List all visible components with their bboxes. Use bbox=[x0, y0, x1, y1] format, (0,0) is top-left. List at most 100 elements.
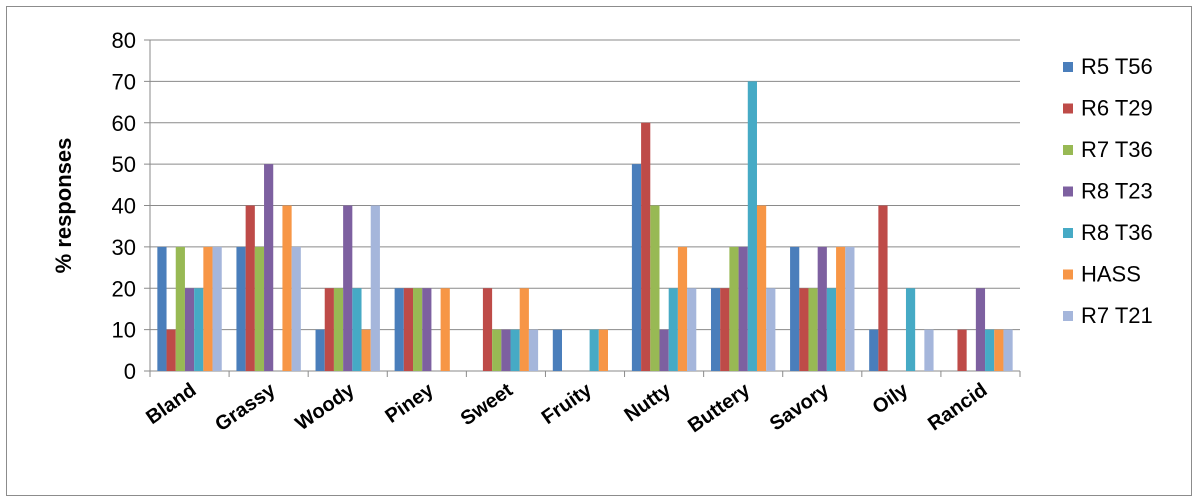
legend-label: R5 T56 bbox=[1081, 54, 1153, 79]
bar-grassy-r6-t29 bbox=[245, 205, 255, 371]
legend-swatch bbox=[1063, 103, 1073, 114]
legend-label: R6 T29 bbox=[1081, 96, 1153, 121]
x-tick-label: Woody bbox=[292, 379, 360, 436]
bar-woody-r7-t21 bbox=[370, 205, 380, 371]
y-axis-label: % responses bbox=[51, 138, 76, 274]
legend-swatch bbox=[1063, 311, 1073, 321]
x-tick-label: Oily bbox=[869, 379, 913, 419]
bar-buttery-r8-t23 bbox=[738, 246, 748, 371]
legend-swatch bbox=[1063, 62, 1073, 72]
legend-label: R7 T21 bbox=[1081, 303, 1153, 328]
bar-fruity-hass bbox=[598, 329, 608, 371]
bar-grassy-r8-t23 bbox=[264, 164, 274, 371]
y-tick-label: 50 bbox=[112, 152, 136, 177]
bar-buttery-r8-t36 bbox=[747, 81, 757, 371]
bar-bland-r5-t56 bbox=[157, 246, 167, 371]
bar-savory-r5-t56 bbox=[790, 246, 800, 371]
bar-woody-r7-t36 bbox=[333, 288, 344, 371]
legend-label: R7 T36 bbox=[1081, 137, 1153, 162]
bar-bland-r8-t23 bbox=[184, 288, 195, 371]
x-tick-label: Savory bbox=[766, 379, 834, 436]
bar-piney-hass bbox=[440, 288, 450, 371]
bar-sweet-r7-t21 bbox=[528, 329, 539, 371]
bar-oily-r8-t36 bbox=[905, 288, 916, 371]
x-tick-label: Sweet bbox=[457, 379, 517, 430]
bar-oily-r5-t56 bbox=[869, 329, 879, 371]
bar-oily-r6-t29 bbox=[878, 205, 888, 371]
bar-woody-hass bbox=[361, 329, 371, 371]
bar-sweet-r8-t36 bbox=[510, 329, 520, 371]
bar-sweet-r8-t23 bbox=[501, 329, 511, 371]
bar-savory-r8-t36 bbox=[826, 288, 837, 371]
legend-swatch bbox=[1063, 228, 1073, 238]
bar-grassy-r7-t21 bbox=[291, 246, 301, 371]
bar-rancid-r8-t23 bbox=[975, 288, 986, 371]
bar-woody-r5-t56 bbox=[315, 329, 325, 371]
y-tick-label: 80 bbox=[112, 28, 136, 53]
bar-bland-r7-t21 bbox=[212, 246, 222, 371]
bar-sweet-hass bbox=[519, 288, 529, 371]
bar-sweet-r7-t36 bbox=[492, 329, 502, 371]
bar-bland-r7-t36 bbox=[175, 246, 185, 371]
bar-rancid-r6-t29 bbox=[957, 329, 967, 371]
y-tick-label: 40 bbox=[112, 194, 136, 219]
bar-buttery-r5-t56 bbox=[710, 288, 721, 371]
bar-buttery-r7-t36 bbox=[729, 246, 739, 371]
x-tick-label: Nutty bbox=[620, 379, 675, 427]
bar-nutty-r6-t29 bbox=[641, 122, 651, 371]
bar-sweet-r6-t29 bbox=[482, 288, 493, 371]
bar-nutty-r8-t23 bbox=[659, 329, 669, 371]
bar-bland-hass bbox=[203, 246, 213, 371]
x-tick-label: Buttery bbox=[684, 379, 755, 438]
bar-savory-hass bbox=[836, 246, 846, 371]
legend-swatch bbox=[1063, 145, 1073, 155]
x-tick-label: Rancid bbox=[924, 379, 991, 435]
bar-savory-r6-t29 bbox=[799, 288, 809, 371]
bar-rancid-r7-t21 bbox=[1003, 329, 1013, 371]
legend-label: HASS bbox=[1081, 262, 1141, 287]
legend-label: R8 T23 bbox=[1081, 179, 1153, 204]
bar-piney-r7-t36 bbox=[413, 288, 423, 371]
bar-bland-r8-t36 bbox=[194, 288, 204, 371]
bar-savory-r8-t23 bbox=[817, 246, 827, 371]
bar-piney-r6-t29 bbox=[403, 288, 414, 371]
bar-woody-r6-t29 bbox=[324, 288, 334, 371]
y-tick-label: 30 bbox=[112, 235, 136, 260]
legend-swatch bbox=[1063, 269, 1073, 280]
bar-nutty-hass bbox=[677, 246, 688, 371]
bar-nutty-r5-t56 bbox=[631, 164, 642, 371]
y-tick-label: 10 bbox=[112, 318, 136, 343]
x-tick-label: Bland bbox=[142, 379, 200, 429]
legend-swatch bbox=[1063, 186, 1073, 197]
bar-grassy-r5-t56 bbox=[236, 246, 246, 371]
bar-buttery-hass bbox=[756, 205, 767, 371]
bar-rancid-hass bbox=[994, 329, 1004, 371]
bar-savory-r7-t21 bbox=[845, 246, 855, 371]
bar-rancid-r8-t36 bbox=[985, 329, 995, 371]
y-tick-label: 60 bbox=[112, 111, 136, 136]
y-tick-label: 70 bbox=[112, 69, 136, 94]
bar-buttery-r7-t21 bbox=[766, 288, 776, 371]
bar-grassy-hass bbox=[282, 205, 292, 371]
y-tick-label: 0 bbox=[124, 359, 136, 384]
bar-grassy-r7-t36 bbox=[254, 246, 265, 371]
bar-buttery-r6-t29 bbox=[720, 288, 730, 371]
bar-fruity-r8-t36 bbox=[589, 329, 599, 371]
bar-nutty-r7-t36 bbox=[650, 205, 660, 371]
bar-fruity-r5-t56 bbox=[552, 329, 562, 371]
x-tick-label: Grassy bbox=[211, 379, 280, 436]
bar-bland-r6-t29 bbox=[166, 329, 176, 371]
bar-piney-r8-t23 bbox=[422, 288, 432, 371]
bar-nutty-r8-t36 bbox=[668, 288, 678, 371]
x-tick-label: Fruity bbox=[538, 379, 597, 429]
bar-woody-r8-t23 bbox=[343, 205, 353, 371]
y-tick-label: 20 bbox=[112, 276, 136, 301]
x-tick-label: Piney bbox=[381, 379, 438, 428]
legend-label: R8 T36 bbox=[1081, 220, 1153, 245]
bar-oily-r7-t21 bbox=[924, 329, 934, 371]
bar-nutty-r7-t21 bbox=[687, 288, 697, 371]
bar-piney-r5-t56 bbox=[394, 288, 404, 371]
bar-woody-r8-t36 bbox=[352, 288, 362, 371]
bar-savory-r7-t36 bbox=[808, 288, 818, 371]
